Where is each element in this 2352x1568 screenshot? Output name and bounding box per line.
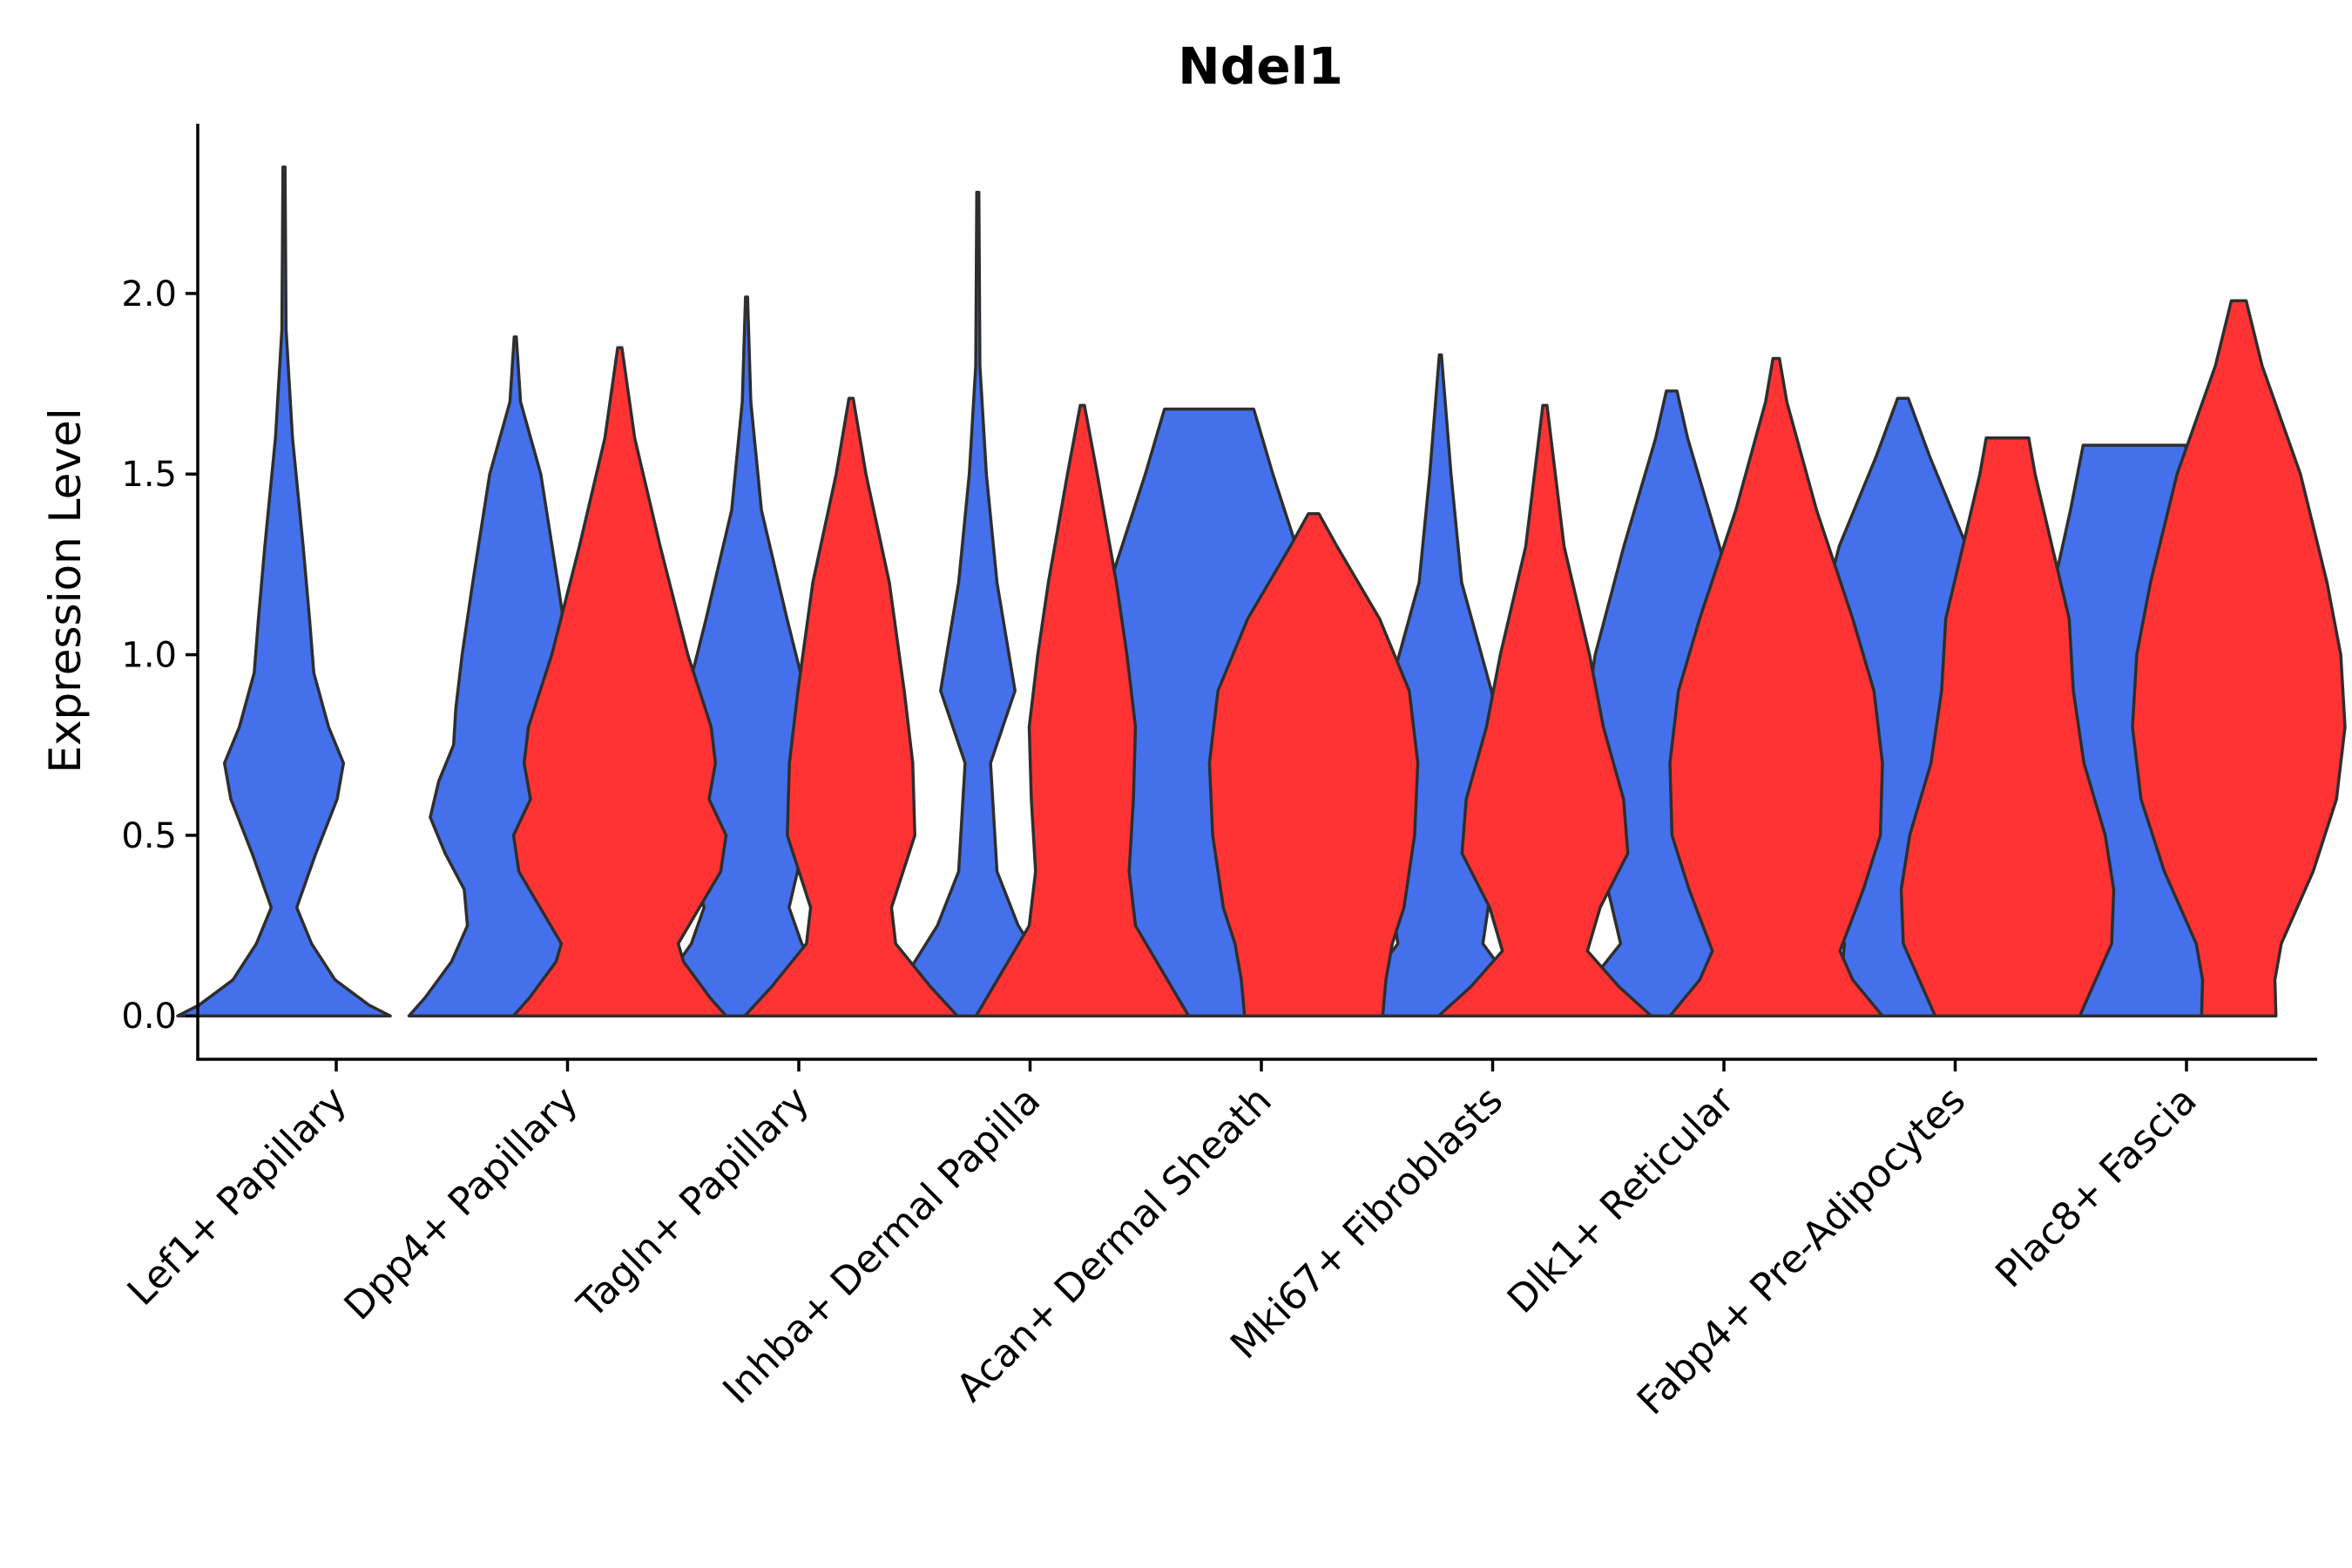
y-axis-ticks: 0.0 0.5 1.0 1.5 2.0: [121, 274, 198, 1037]
violin-acan-dermal-sheath-group-2: [1207, 512, 1420, 1017]
violin-inhba-dermal-papilla-group-1: [869, 191, 1086, 1017]
y-tick-label: 0.0: [121, 997, 177, 1037]
violin-tagln-papillary-group-2: [743, 396, 959, 1017]
x-tick-label-tagln-papillary: Tagln+ Papillary: [569, 1078, 818, 1328]
violin-mki67-fibroblasts-group-2: [1436, 403, 1653, 1017]
x-tick-label-dpp4-papillary: Dpp4+ Papillary: [336, 1078, 587, 1329]
violin-dpp4-papillary-group-2: [511, 346, 728, 1017]
violin-fabp4-pre-adipocytes-group-2: [1899, 436, 2116, 1017]
x-tick-label-dlk1-reticular: Dlk1+ Reticular: [1499, 1078, 1744, 1322]
violin-lef1-papillary-group-1: [176, 166, 392, 1017]
y-tick-label: 2.0: [121, 274, 177, 314]
x-tick-label-plac8-fascia: Plac8+ Fascia: [1987, 1078, 2206, 1297]
y-tick-label: 1.5: [121, 455, 177, 495]
chart-title: Ndel1: [1178, 37, 1343, 96]
violin-plac8-fascia-group-2: [2131, 299, 2347, 1017]
violin-dlk1-reticular-group-2: [1668, 356, 1884, 1017]
violins-group: [176, 166, 2347, 1017]
violin-inhba-dermal-papilla-group-2: [974, 403, 1191, 1017]
y-tick-label: 1.0: [121, 636, 177, 676]
y-axis-label: Expression Level: [40, 408, 91, 773]
y-tick-label: 0.5: [121, 816, 177, 856]
x-tick-label-lef1-papillary: Lef1+ Papillary: [119, 1078, 355, 1315]
